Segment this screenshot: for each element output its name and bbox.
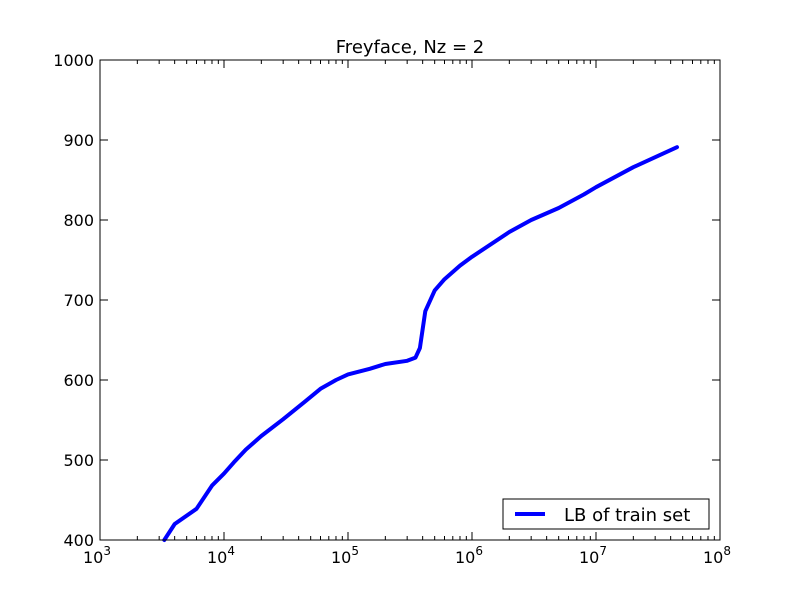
y-tick-label: 800: [63, 211, 94, 230]
x-tick-label: 106: [455, 544, 483, 567]
x-tick-exponent: 3: [103, 544, 111, 558]
plot-area: [100, 60, 720, 540]
legend: LB of train set: [502, 498, 710, 530]
y-tick-label: 700: [63, 291, 94, 310]
x-tick-label: 108: [703, 544, 731, 567]
x-tick-label: 105: [331, 544, 359, 567]
x-tick-base: 10: [331, 548, 351, 567]
x-tick-exponent: 4: [227, 544, 235, 558]
chart-title: Freyface, Nz = 2: [336, 37, 484, 58]
x-tick-base: 10: [703, 548, 723, 567]
legend-label: LB of train set: [564, 505, 690, 526]
y-tick-label: 400: [63, 531, 94, 550]
x-tick-exponent: 7: [599, 544, 607, 558]
x-tick-base: 10: [455, 548, 475, 567]
y-tick-label: 500: [63, 451, 94, 470]
x-tick-exponent: 5: [351, 544, 359, 558]
x-tick-base: 10: [579, 548, 599, 567]
x-tick-label: 107: [579, 544, 607, 567]
y-tick-label: 600: [63, 371, 94, 390]
x-tick-base: 10: [83, 548, 103, 567]
x-tick-exponent: 8: [723, 544, 731, 558]
x-tick-label: 103: [83, 544, 111, 567]
y-tick-label: 1000: [53, 51, 94, 70]
y-tick-label: 900: [63, 131, 94, 150]
x-tick-exponent: 6: [475, 544, 483, 558]
plot-frame: [99, 59, 721, 541]
series-line-lb-train: [162, 145, 679, 542]
x-tick-label: 104: [207, 544, 235, 567]
x-tick-base: 10: [207, 548, 227, 567]
